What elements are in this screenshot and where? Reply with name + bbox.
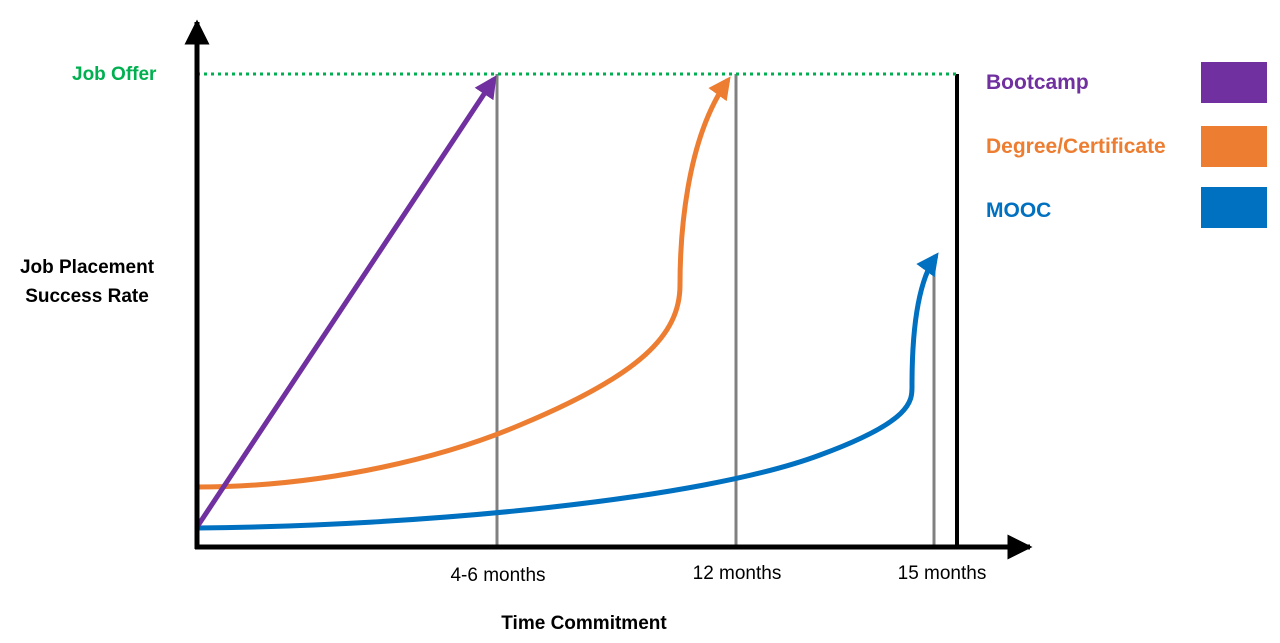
legend-label-degree: Degree/Certificate [986,135,1166,158]
x-axis-label: Time Commitment [501,613,667,634]
legend-swatch-mooc [1201,187,1267,228]
y-axis-label-line-1: Job Placement [20,257,155,278]
legend-swatch-degree [1201,126,1267,167]
job-offer-label: Job Offer [72,64,157,85]
series-bootcamp-line [194,75,497,529]
y-axis-label-line-2: Success Rate [25,286,149,307]
legend-swatch-bootcamp [1201,62,1267,103]
series-degree-line [196,76,731,490]
legend-label-bootcamp: Bootcamp [986,71,1089,94]
x-tick-label-12-months: 12 months [693,563,782,584]
x-tick-label-15-months: 15 months [898,563,987,584]
legend: Bootcamp Degree/Certificate MOOC [986,62,1267,228]
x-tick-label-4-6-months: 4-6 months [450,565,545,586]
series-mooc-line [196,252,939,531]
legend-label-mooc: MOOC [986,199,1051,222]
